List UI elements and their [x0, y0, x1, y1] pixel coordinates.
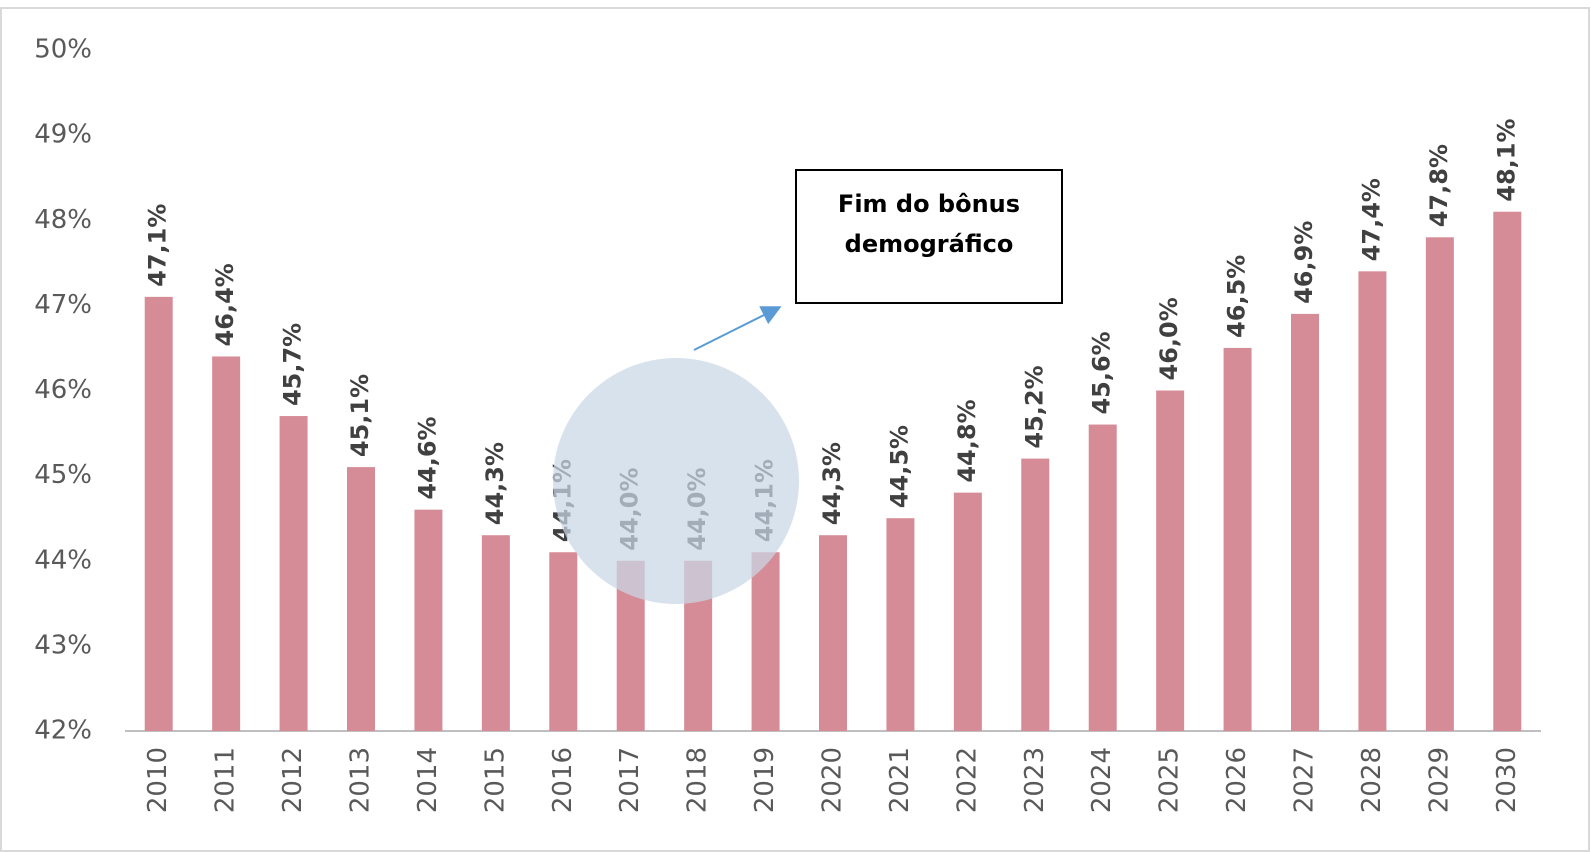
bar: [886, 518, 915, 731]
x-tick-label: 2015: [480, 747, 510, 813]
bar: [819, 535, 847, 731]
highlight-circle: [553, 358, 799, 604]
x-tick-label: 2011: [211, 747, 241, 813]
y-tick-label: 49%: [34, 120, 92, 150]
bar: [1358, 271, 1387, 731]
x-tick-label: 2012: [278, 747, 308, 813]
data-label: 44,3%: [481, 442, 509, 525]
bar: [279, 416, 308, 731]
data-label: 45,7%: [279, 323, 307, 406]
x-tick-label: 2022: [952, 747, 982, 813]
y-tick-label: 46%: [34, 375, 92, 405]
y-tick-label: 50%: [34, 35, 92, 65]
data-label: 47,8%: [1425, 144, 1453, 227]
bar: [751, 552, 780, 731]
frame: [0, 7, 1590, 852]
bar: [1291, 313, 1319, 731]
y-tick-label: 45%: [34, 460, 92, 490]
data-label: 44,8%: [953, 399, 981, 482]
x-tick-label: 2025: [1155, 747, 1185, 813]
data-label: 44,3%: [818, 442, 846, 525]
annotation: Fim do bônus: [838, 190, 1020, 218]
data-label: 46,5%: [1223, 255, 1251, 338]
data-label: 46,0%: [1155, 297, 1183, 380]
bar: [1021, 458, 1050, 731]
bar: [144, 296, 173, 731]
bar: [1425, 237, 1454, 731]
data-label: 48,1%: [1492, 118, 1520, 201]
x-tick-label: 2029: [1424, 747, 1454, 813]
x-tick-label: 2014: [413, 747, 443, 813]
annotation: demográfico: [845, 230, 1014, 258]
data-label: 46,4%: [211, 263, 239, 346]
x-tick-label: 2019: [750, 747, 780, 813]
bar: [953, 492, 982, 731]
bar: [1088, 424, 1117, 731]
data-label: 47,4%: [1357, 178, 1385, 261]
x-tick-label: 2030: [1492, 747, 1522, 813]
data-label: 44,6%: [413, 416, 441, 499]
x-tick-label: 2023: [1020, 747, 1050, 813]
bar: [1223, 347, 1252, 731]
data-label: 45,2%: [1020, 365, 1048, 448]
y-tick-label: 42%: [34, 716, 92, 746]
x-tick-label: 2017: [615, 747, 645, 813]
data-label: 47,1%: [144, 204, 172, 287]
data-label: 46,9%: [1290, 221, 1318, 304]
bar: [1156, 390, 1185, 731]
x-tick-label: 2020: [818, 747, 848, 813]
x-tick-label: 2024: [1087, 747, 1117, 813]
x-tick-label: 2028: [1357, 747, 1387, 813]
x-tick-label: 2016: [548, 747, 578, 813]
data-label: 44,5%: [885, 425, 913, 508]
data-label: 45,1%: [346, 374, 374, 457]
y-tick-label: 48%: [34, 205, 92, 235]
annotation-box: [795, 169, 1063, 304]
data-label: 45,6%: [1088, 331, 1116, 414]
bar: [549, 552, 578, 731]
bar: [1493, 211, 1522, 732]
x-tick-label: 2013: [346, 747, 376, 813]
arrow: [693, 306, 782, 351]
bar: [481, 535, 510, 731]
bar: [347, 467, 375, 731]
x-tick-label: 2021: [885, 747, 915, 813]
x-tick-label: 2018: [683, 747, 713, 813]
y-tick-label: 47%: [34, 290, 92, 320]
y-tick-label: 44%: [34, 545, 92, 575]
x-tick-label: 2026: [1222, 747, 1252, 813]
bar: [212, 356, 241, 731]
x-tick-label: 2010: [143, 747, 173, 813]
bar: [414, 509, 443, 731]
x-tick-label: 2027: [1290, 747, 1320, 813]
y-tick-label: 43%: [34, 630, 92, 660]
